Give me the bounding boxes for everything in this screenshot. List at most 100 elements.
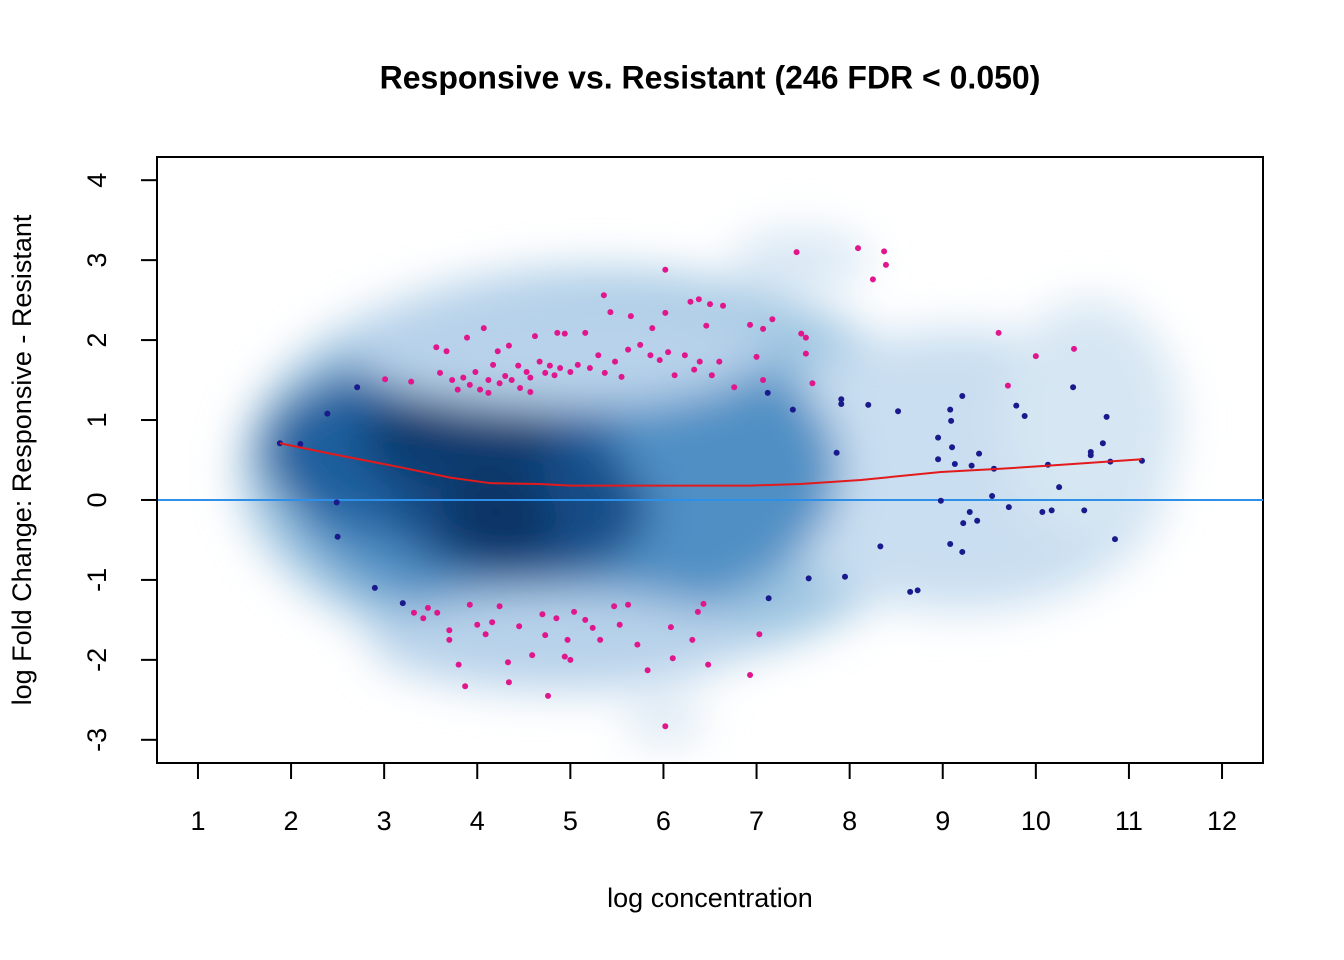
point: [616, 621, 623, 628]
point: [490, 361, 497, 368]
y-tick-label: 2: [82, 333, 112, 348]
point: [865, 401, 872, 408]
point: [382, 376, 389, 383]
point: [443, 348, 450, 355]
point: [935, 456, 942, 463]
point: [523, 369, 530, 376]
point: [756, 631, 763, 638]
point: [472, 369, 479, 376]
point: [869, 276, 876, 283]
point: [1039, 508, 1046, 515]
trend-line: [279, 442, 1143, 487]
point: [354, 384, 361, 391]
point: [747, 321, 754, 328]
point: [989, 492, 996, 499]
point: [551, 372, 558, 379]
point: [420, 615, 427, 622]
y-tick-label: 0: [82, 492, 112, 507]
point: [637, 341, 644, 348]
point: [505, 679, 512, 686]
point: [1005, 504, 1012, 511]
x-tick-label: 2: [284, 806, 299, 836]
x-tick-label: 9: [935, 806, 950, 836]
point: [1021, 413, 1028, 420]
point: [959, 393, 966, 400]
point: [1103, 413, 1110, 420]
point: [297, 441, 304, 448]
point: [1032, 353, 1039, 360]
point: [334, 533, 341, 540]
point: [959, 548, 966, 555]
point: [805, 575, 812, 582]
point: [424, 604, 431, 611]
point: [474, 621, 481, 628]
point: [809, 380, 816, 387]
point: [951, 460, 958, 467]
x-tick-label: 12: [1207, 806, 1237, 836]
point: [462, 683, 469, 690]
point: [485, 377, 492, 384]
point: [612, 358, 619, 365]
point: [618, 373, 625, 380]
point: [437, 369, 444, 376]
x-axis-label: log concentration: [607, 883, 813, 913]
point: [545, 692, 552, 699]
x-tick-label: 4: [470, 806, 485, 836]
point: [753, 353, 760, 360]
point: [841, 573, 848, 580]
point: [1087, 452, 1094, 459]
point: [546, 362, 553, 369]
x-tick-label: 7: [749, 806, 764, 836]
point: [571, 608, 578, 615]
x-tick-label: 11: [1115, 806, 1143, 836]
point: [694, 608, 701, 615]
point: [700, 600, 707, 607]
point: [760, 377, 767, 384]
point: [838, 401, 845, 408]
point: [1099, 440, 1106, 447]
point: [504, 659, 511, 666]
point: [531, 333, 538, 340]
point: [793, 249, 800, 256]
chart-title: Responsive vs. Resistant (246 FDR < 0.05…: [380, 59, 1041, 95]
point: [324, 410, 331, 417]
point: [466, 381, 473, 388]
point: [527, 374, 534, 381]
point: [600, 292, 607, 299]
point: [731, 384, 738, 391]
point: [907, 588, 914, 595]
y-tick-label: 1: [82, 413, 112, 428]
point: [662, 723, 669, 730]
point: [895, 408, 902, 415]
point: [707, 301, 713, 308]
point: [496, 380, 503, 387]
point: [747, 672, 754, 679]
point: [769, 316, 776, 323]
y-tick-label: -3: [82, 728, 112, 752]
point: [703, 322, 710, 329]
x-tick-label: 5: [563, 806, 578, 836]
point: [529, 652, 536, 659]
point: [634, 641, 641, 648]
point: [1071, 345, 1078, 352]
point: [656, 357, 663, 364]
point: [855, 245, 862, 252]
point: [586, 365, 593, 372]
point: [607, 309, 614, 316]
point: [446, 636, 453, 643]
point: [882, 261, 889, 268]
point: [455, 661, 462, 668]
point: [647, 352, 654, 359]
point: [716, 358, 723, 365]
point: [539, 611, 546, 618]
point: [935, 434, 942, 441]
point: [881, 248, 888, 255]
point: [516, 623, 523, 630]
point: [482, 631, 489, 638]
point: [542, 369, 549, 376]
point: [708, 372, 715, 379]
point: [705, 661, 712, 668]
x-tick-label: 3: [377, 806, 392, 836]
point: [601, 369, 608, 376]
point: [460, 374, 467, 381]
